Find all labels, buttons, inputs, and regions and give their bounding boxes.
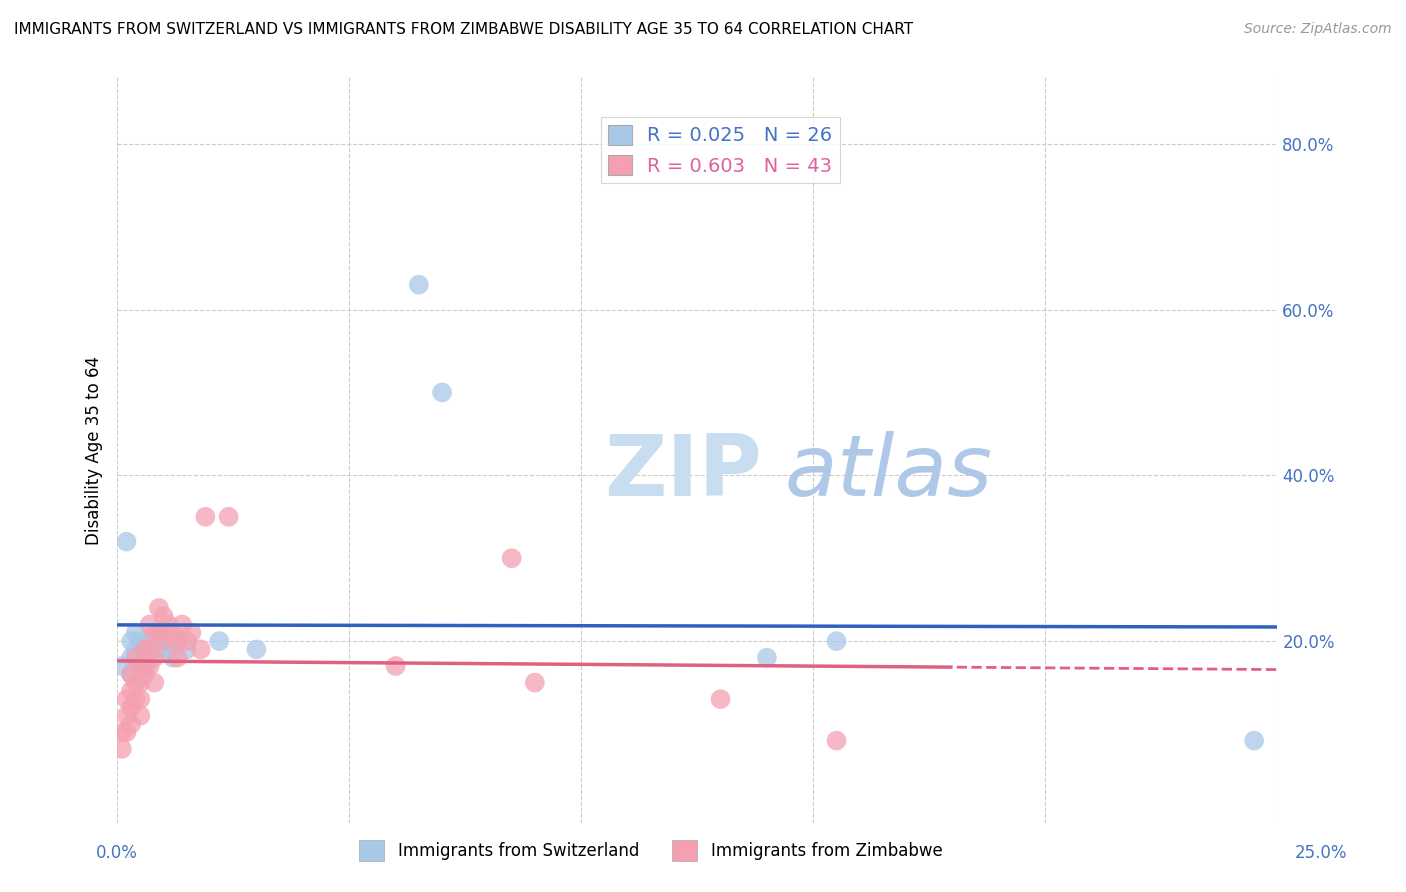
Point xyxy=(125,692,148,706)
Point xyxy=(430,385,453,400)
Text: IMMIGRANTS FROM SWITZERLAND VS IMMIGRANTS FROM ZIMBABWE DISABILITY AGE 35 TO 64 : IMMIGRANTS FROM SWITZERLAND VS IMMIGRANT… xyxy=(14,22,912,37)
Point xyxy=(143,650,166,665)
Point xyxy=(148,601,170,615)
Point xyxy=(120,683,142,698)
Point xyxy=(162,650,184,665)
Point xyxy=(755,650,778,665)
Point xyxy=(384,659,406,673)
Point xyxy=(162,625,184,640)
Point xyxy=(120,634,142,648)
Point xyxy=(152,642,174,657)
Point xyxy=(166,650,188,665)
Text: Source: ZipAtlas.com: Source: ZipAtlas.com xyxy=(1244,22,1392,37)
Point xyxy=(148,625,170,640)
Point xyxy=(134,642,156,657)
Point xyxy=(120,667,142,681)
Point xyxy=(125,642,148,657)
Point xyxy=(111,742,134,756)
Point xyxy=(129,650,152,665)
Point xyxy=(194,509,217,524)
Point xyxy=(1243,733,1265,747)
Point xyxy=(129,692,152,706)
Point xyxy=(138,617,160,632)
Point xyxy=(134,667,156,681)
Point xyxy=(501,551,523,566)
Point xyxy=(157,617,180,632)
Point xyxy=(245,642,267,657)
Point xyxy=(190,642,212,657)
Point xyxy=(176,642,198,657)
Point xyxy=(120,667,142,681)
Point xyxy=(523,675,546,690)
Point xyxy=(408,277,430,292)
Legend: R = 0.025   N = 26, R = 0.603   N = 43: R = 0.025 N = 26, R = 0.603 N = 43 xyxy=(600,117,841,184)
Point xyxy=(172,617,194,632)
Point xyxy=(129,659,152,673)
Point xyxy=(111,659,134,673)
Point xyxy=(138,642,160,657)
Point xyxy=(125,675,148,690)
Text: 25.0%: 25.0% xyxy=(1295,844,1347,862)
Point xyxy=(129,675,152,690)
Text: 0.0%: 0.0% xyxy=(96,844,138,862)
Point xyxy=(138,634,160,648)
Text: atlas: atlas xyxy=(785,432,993,515)
Point xyxy=(166,634,188,648)
Point xyxy=(120,650,142,665)
Point xyxy=(125,625,148,640)
Point xyxy=(143,625,166,640)
Point xyxy=(115,692,138,706)
Point xyxy=(125,650,148,665)
Point xyxy=(138,659,160,673)
Point xyxy=(129,634,152,648)
Point xyxy=(152,609,174,624)
Point xyxy=(120,700,142,714)
Point xyxy=(129,708,152,723)
Point xyxy=(166,634,188,648)
Point xyxy=(152,634,174,648)
Point xyxy=(134,659,156,673)
Point xyxy=(143,675,166,690)
Point xyxy=(176,634,198,648)
Point xyxy=(825,634,848,648)
Point xyxy=(218,509,240,524)
Point xyxy=(148,625,170,640)
Point xyxy=(825,733,848,747)
Point xyxy=(120,717,142,731)
Y-axis label: Disability Age 35 to 64: Disability Age 35 to 64 xyxy=(86,356,103,545)
Text: ZIP: ZIP xyxy=(605,432,762,515)
Point xyxy=(115,725,138,739)
Point xyxy=(111,725,134,739)
Point xyxy=(157,642,180,657)
Point xyxy=(180,625,202,640)
Point xyxy=(709,692,731,706)
Point xyxy=(143,642,166,657)
Point xyxy=(115,534,138,549)
Point xyxy=(115,708,138,723)
Point xyxy=(134,642,156,657)
Point xyxy=(208,634,231,648)
